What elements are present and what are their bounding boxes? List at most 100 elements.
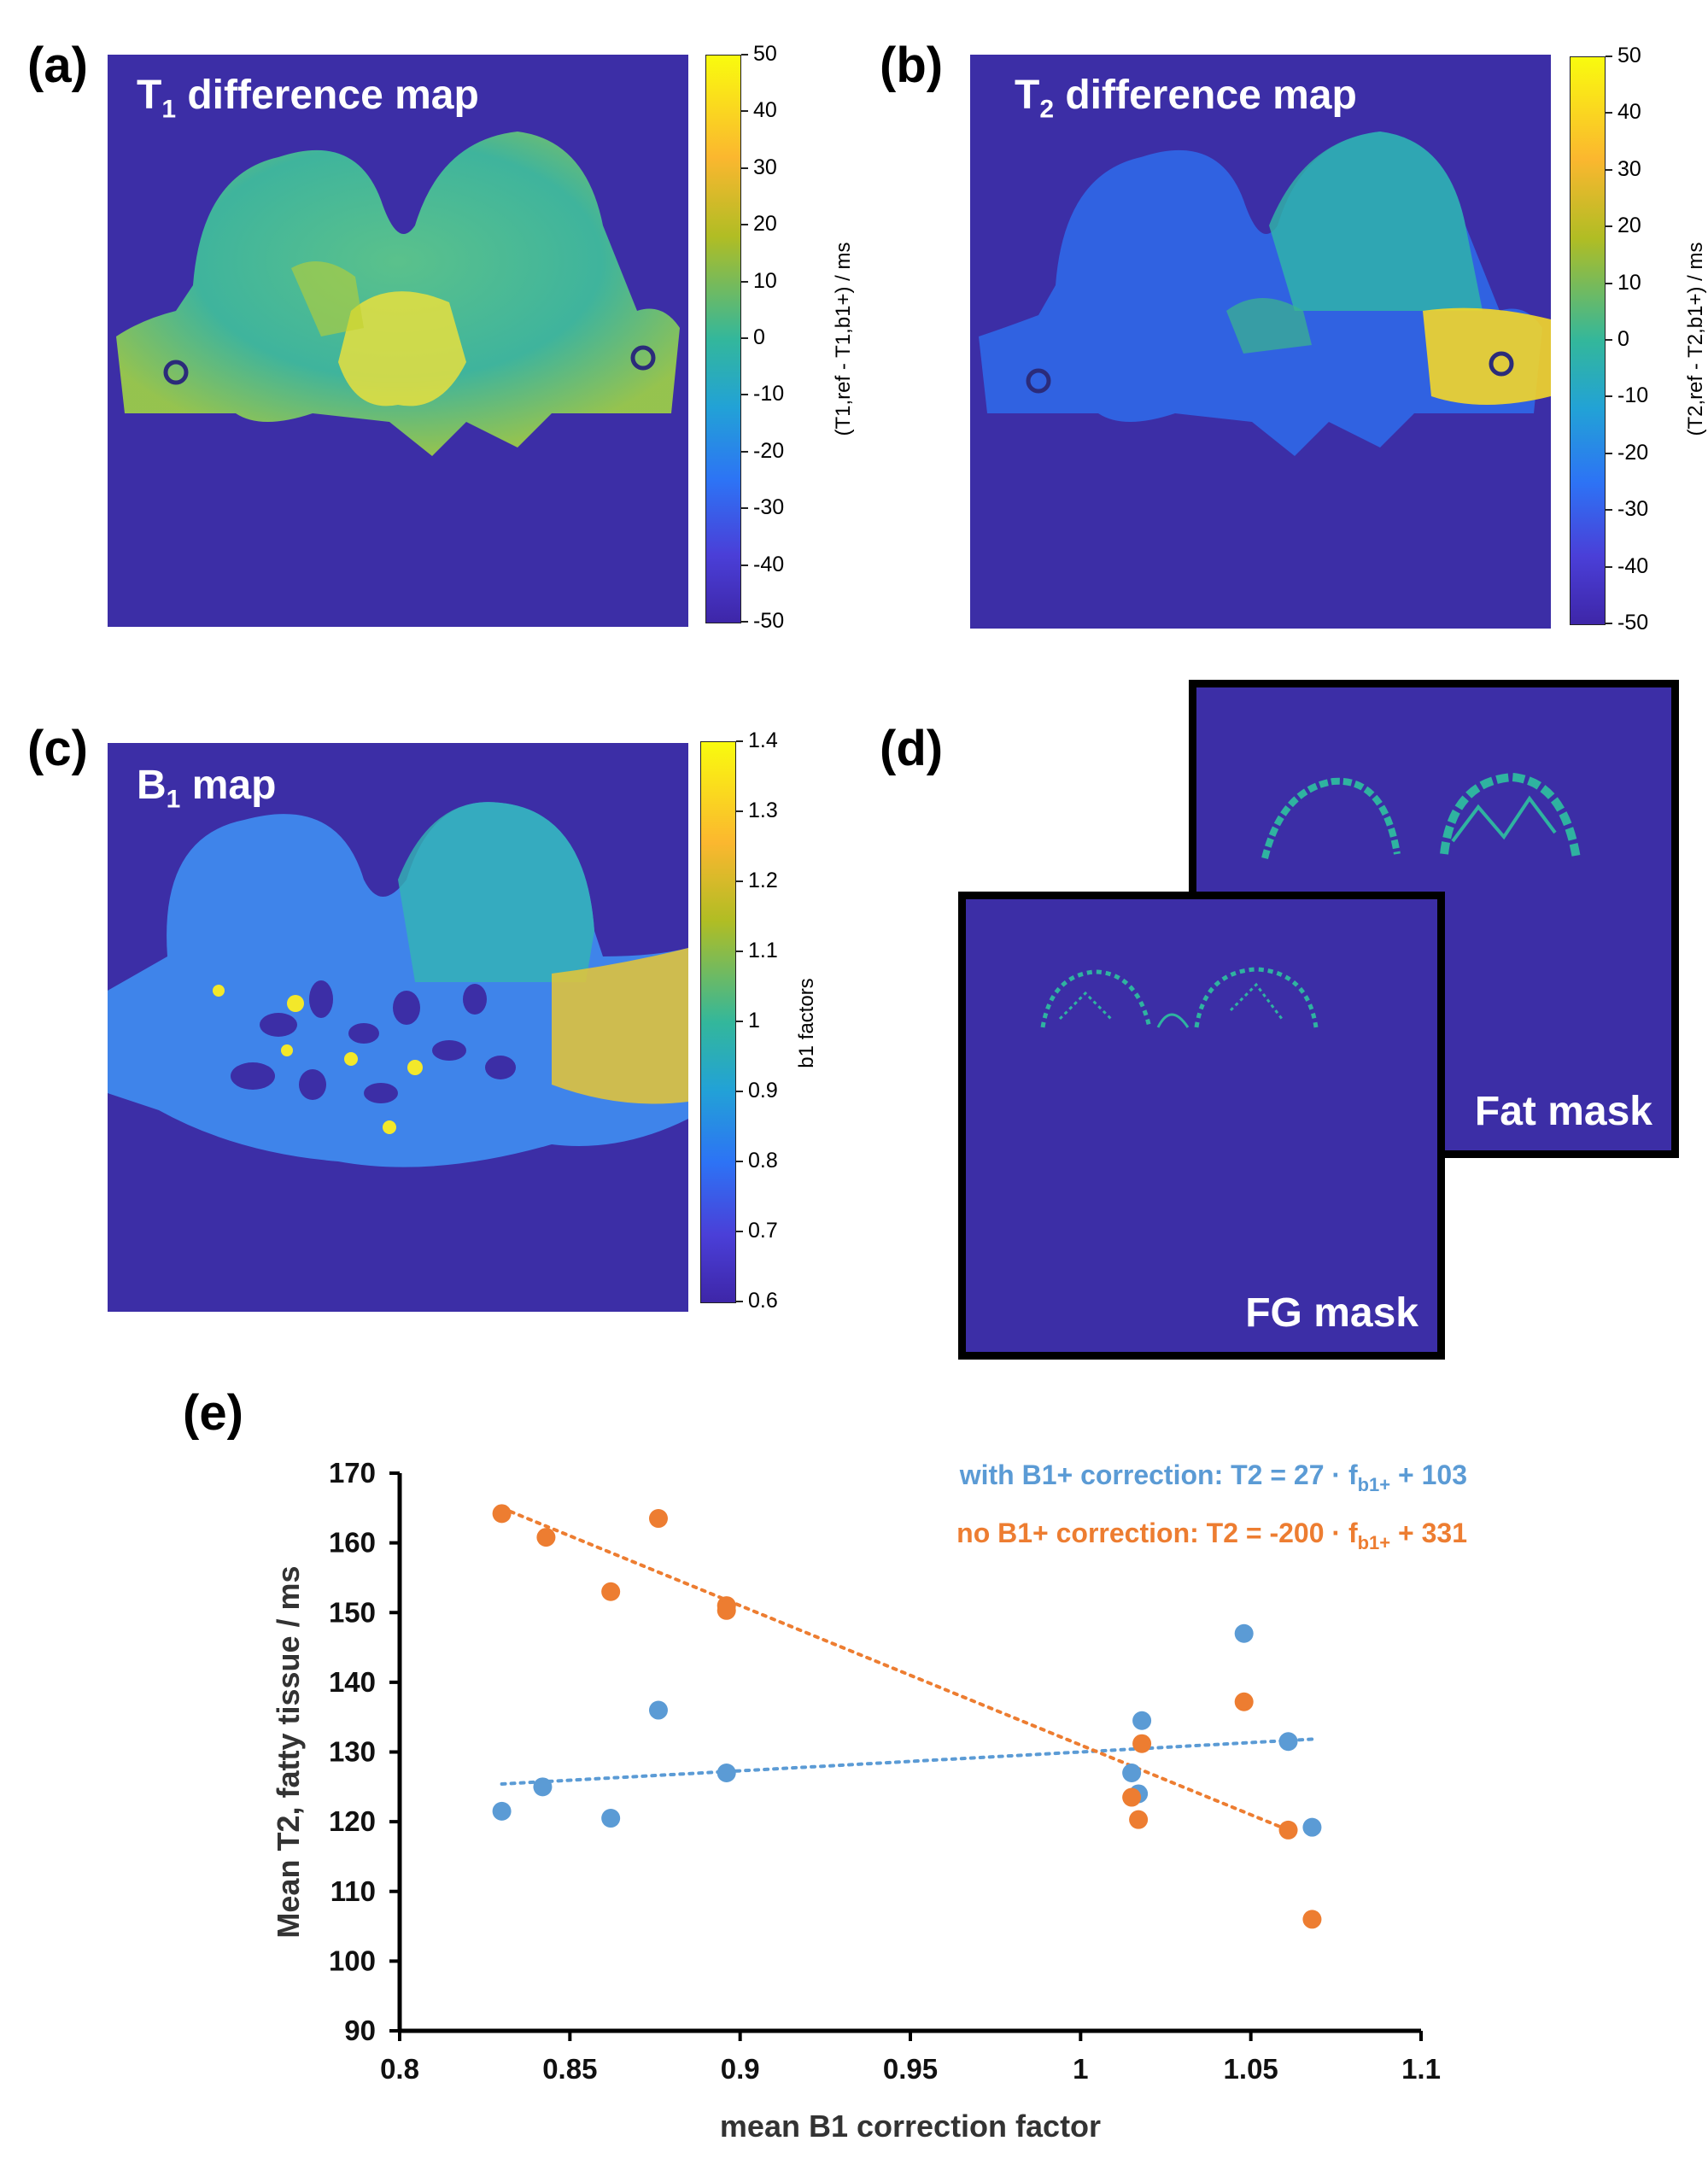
colorbar-tick-label: -40 (1617, 553, 1649, 578)
y-tick-label: 150 (329, 1596, 376, 1628)
t2-colorbar (1570, 56, 1606, 625)
colorbar-tick-label: 1.1 (748, 939, 778, 962)
no-correction-point (1302, 1910, 1322, 1929)
colorbar-tick-label: 0.8 (748, 1149, 778, 1173)
no-correction-point (601, 1582, 621, 1601)
y-tick-label: 90 (344, 2015, 376, 2046)
colorbar-tick (736, 740, 743, 742)
t1-colorbar (705, 55, 741, 623)
colorbar-tick-label: 0.7 (748, 1219, 778, 1243)
no-correction-point (1278, 1820, 1298, 1840)
colorbar-tick-label: -30 (753, 495, 785, 520)
colorbar-tick (736, 1301, 743, 1302)
colorbar-tick-label: -40 (753, 552, 785, 576)
legend-equation-main: with B1+ correction: T2 = 27 · f (959, 1459, 1358, 1490)
colorbar-tick (1606, 623, 1612, 624)
legend-entry-no-correction: no B1+ correction: T2 = -200 · fb1+ + 33… (956, 1518, 1467, 1553)
fg-mask-label: FG mask (1245, 1290, 1418, 1336)
legend-entry-with-correction: with B1+ correction: T2 = 27 · fb1+ + 10… (959, 1459, 1467, 1495)
y-tick-label: 120 (329, 1805, 376, 1837)
colorbar-tick-label: 1.2 (748, 869, 778, 892)
b1-colorbar-label: b1 factors (795, 978, 818, 1068)
with-correction-point (648, 1700, 668, 1720)
colorbar-tick-label: 0.6 (748, 1289, 778, 1313)
with-correction-point (492, 1801, 512, 1821)
fg-mask-shape (1040, 967, 1319, 1028)
with-correction-point (533, 1777, 553, 1797)
x-tick-label: 1.05 (1224, 2053, 1278, 2085)
y-tick-label: 100 (329, 1945, 376, 1976)
colorbar-tick (1606, 509, 1612, 512)
no-correction-point (717, 1600, 736, 1620)
panel-e-letter: (e) (183, 1385, 243, 1441)
colorbar-tick (736, 880, 743, 882)
colorbar-tick-label: 50 (1617, 44, 1641, 67)
y-tick-label: 110 (330, 1875, 376, 1907)
colorbar-tick (741, 224, 748, 226)
colorbar-tick-label: 0.9 (748, 1079, 778, 1103)
colorbar-tick-label: -20 (753, 438, 785, 463)
colorbar-tick (736, 810, 743, 812)
colorbar-tick (1606, 452, 1612, 454)
chart-labels: mean B1 correction factor Mean T2, fatty … (271, 1459, 1467, 2144)
y-tick-label: 130 (329, 1736, 376, 1768)
colorbar-tick-label: -10 (1617, 383, 1649, 408)
colorbar-tick (1606, 565, 1612, 568)
b1-map-title: B1 map (137, 763, 277, 814)
x-tick-label: 1 (1073, 2053, 1088, 2085)
colorbar-tick-label: -50 (753, 609, 785, 633)
b1-colorbar (700, 741, 736, 1303)
colorbar-tick-label: 10 (753, 268, 777, 293)
colorbar-tick-label: 50 (753, 42, 777, 66)
colorbar-tick-label: 1 (748, 1009, 760, 1032)
no-correction-point (492, 1504, 512, 1524)
fat-mask-label: Fat mask (1474, 1089, 1652, 1134)
y-tick-label: 160 (329, 1527, 376, 1559)
colorbar-tick (741, 507, 748, 510)
colorbar-tick (741, 167, 748, 169)
t1-difference-map: T1 difference map (108, 55, 688, 627)
no-correction-point (1129, 1810, 1149, 1829)
colorbar-tick-label: 20 (1617, 214, 1641, 238)
colorbar-tick (1606, 395, 1612, 398)
x-tick-label: 0.9 (721, 2053, 760, 2085)
colorbar-tick (1606, 168, 1612, 171)
colorbar-tick (741, 337, 748, 339)
t1-colorbar-label: (T1,ref - T1,b1+) / ms (832, 242, 855, 436)
scatter-chart: 0.8 0.85 0.9 0.95 1 1.05 1.1 90 100 110 120 130 140 1… (271, 1457, 1467, 2144)
colorbar-tick-label: 40 (1617, 100, 1641, 125)
x-axis-label: mean B1 correction factor (720, 2109, 1101, 2144)
colorbar-tick-label: -10 (753, 382, 785, 407)
with-correction-point (1278, 1732, 1298, 1752)
y-tick-label: 170 (329, 1457, 376, 1489)
colorbar-tick (736, 1021, 743, 1022)
t1-map-title: T1 difference map (137, 73, 479, 124)
y-axis-label: Mean T2, fatty tissue / ms (271, 1565, 306, 1938)
colorbar-tick (736, 951, 743, 952)
x-tick-label: 0.8 (380, 2053, 419, 2085)
colorbar-tick-label: -20 (1617, 440, 1649, 465)
b1-map-image (108, 802, 688, 1167)
colorbar-tick (1606, 282, 1612, 284)
with-correction-point (1122, 1763, 1142, 1782)
chart-axes: 0.8 0.85 0.9 0.95 1 1.05 1.1 90 100 110 120 130 140 1… (329, 1457, 1441, 2085)
fg-mask-image: FG mask (958, 892, 1445, 1360)
colorbar-tick (741, 564, 748, 566)
panel-a-letter: (a) (27, 38, 88, 93)
colorbar-tick (736, 1161, 743, 1162)
no-correction-point (648, 1509, 668, 1529)
no-correction-point (1122, 1787, 1142, 1807)
b1-map: B1 map (108, 743, 688, 1312)
colorbar-tick (741, 110, 748, 113)
t1-difference-map-image (116, 132, 680, 456)
colorbar-tick (741, 394, 748, 396)
colorbar-tick-label: -50 (1617, 611, 1649, 635)
colorbar-tick (741, 280, 748, 283)
with-correction-point (601, 1809, 621, 1828)
panel-b-letter: (b) (880, 38, 944, 93)
legend-equation-subscript: b1+ (1358, 1532, 1391, 1553)
trendline-no-correction (500, 1506, 1290, 1832)
legend-equation-suffix: + 103 (1390, 1459, 1467, 1490)
panel-d-letter: (d) (880, 721, 944, 776)
legend-equation-main: no B1+ correction: T2 = -200 · f (956, 1518, 1358, 1548)
